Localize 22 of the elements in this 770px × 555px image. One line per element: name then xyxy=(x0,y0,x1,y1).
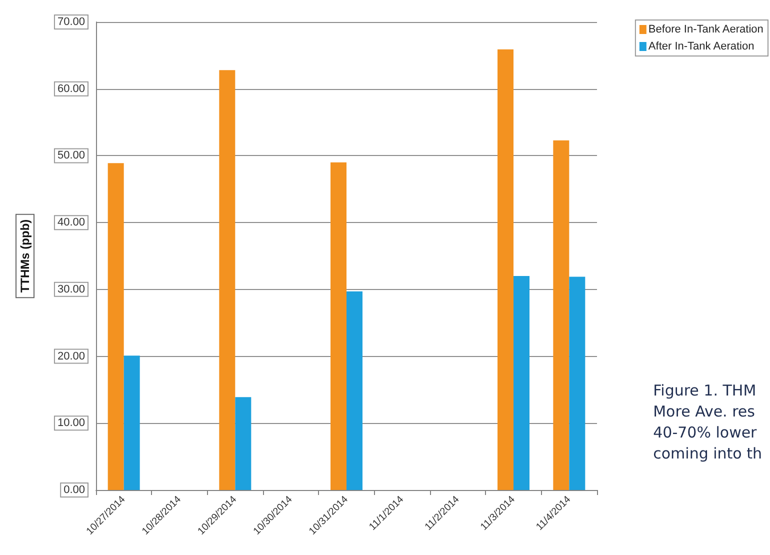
bar xyxy=(330,162,346,490)
y-tick-label: 30.00 xyxy=(57,283,85,296)
y-tick-label: 40.00 xyxy=(57,216,85,229)
caption: Figure 1. THM More Ave. res 40-70% lower coming into th xyxy=(653,382,762,462)
y-tick-label: 70.00 xyxy=(57,16,85,28)
y-tick-label: 20.00 xyxy=(57,350,85,362)
bar xyxy=(235,397,252,490)
y-tick-label: 10.00 xyxy=(57,417,85,430)
bar xyxy=(346,291,362,490)
legend-label: After In-Tank Aeration xyxy=(648,40,754,52)
y-tick-label: 50.00 xyxy=(57,150,85,162)
bar xyxy=(569,276,586,490)
y-axis-title: TTHMs (ppb) xyxy=(18,219,32,293)
bar xyxy=(553,140,570,490)
bar xyxy=(219,70,236,490)
bar xyxy=(498,49,514,490)
bar xyxy=(124,356,140,490)
legend-label: Before In-Tank Aeration xyxy=(648,24,764,36)
bar xyxy=(108,163,124,490)
y-tick-label: 0.00 xyxy=(64,484,85,496)
bar xyxy=(514,276,530,490)
y-tick-label: 60.00 xyxy=(57,82,85,95)
